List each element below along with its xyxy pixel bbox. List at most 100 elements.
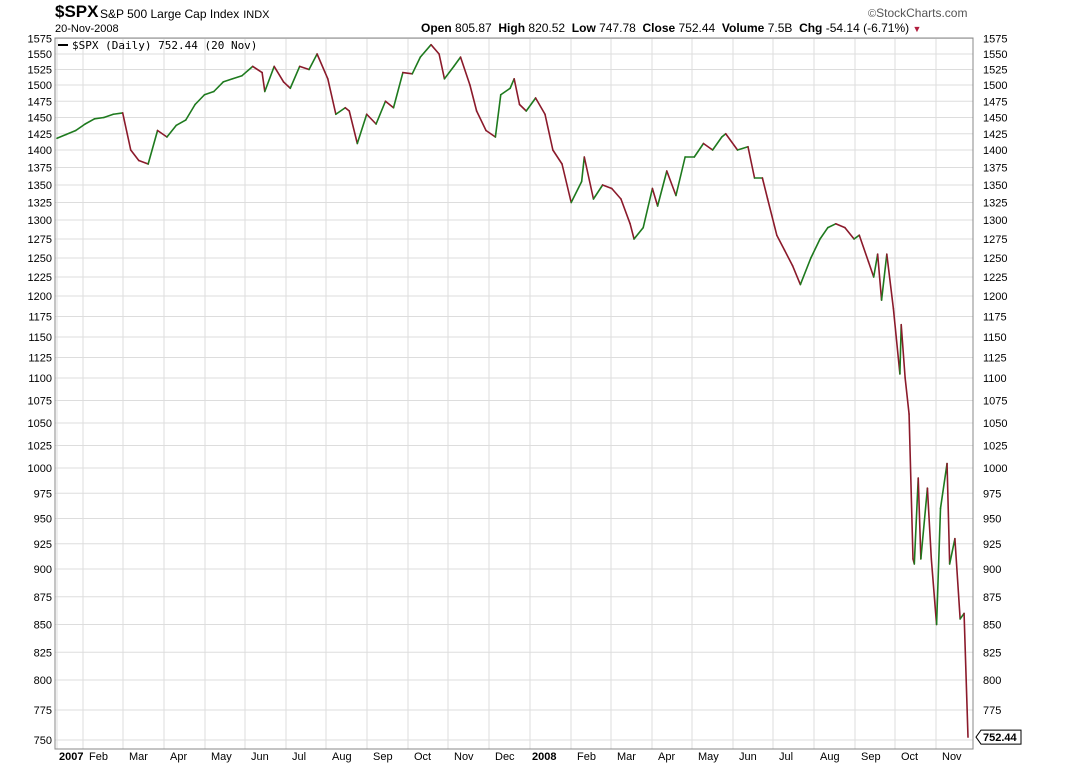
price-segment <box>213 81 225 93</box>
x-tick-label: Dec <box>495 751 515 763</box>
x-tick-label: Mar <box>129 751 148 763</box>
price-segment <box>166 124 178 138</box>
price-segment <box>775 234 786 252</box>
price-segment <box>84 118 96 125</box>
y-tick-label-right: 800 <box>983 675 1001 687</box>
y-tick-label-left: 1125 <box>28 353 52 365</box>
price-segment <box>908 413 914 560</box>
y-tick-label-right: 950 <box>983 514 1001 526</box>
down-triangle-icon: ▼ <box>912 24 922 34</box>
price-segment <box>620 198 631 225</box>
price-segment <box>853 234 861 240</box>
price-segment <box>525 97 537 112</box>
price-segment <box>411 56 422 75</box>
y-tick-label-right: 850 <box>983 620 1001 632</box>
y-tick-label-right: 1300 <box>983 215 1007 227</box>
y-tick-label-right: 1350 <box>983 180 1007 192</box>
price-segment <box>273 65 285 83</box>
price-segment <box>610 187 622 200</box>
y-tick-label-left: 825 <box>34 647 52 659</box>
price-segment <box>175 119 187 127</box>
price-segment <box>419 43 432 58</box>
price-segment <box>917 477 922 560</box>
y-tick-label-left: 1400 <box>28 145 52 157</box>
x-tick-label: 2008 <box>532 751 556 763</box>
price-segment <box>583 156 595 200</box>
price-segment <box>298 65 310 71</box>
x-tick-label: Nov <box>454 751 474 763</box>
x-tick-label: Jun <box>739 751 757 763</box>
y-tick-label-right: 1075 <box>983 396 1007 408</box>
price-segment <box>810 238 821 259</box>
price-segment <box>282 81 292 90</box>
y-tick-label-left: 1000 <box>28 463 52 475</box>
open-value: 805.87 <box>455 21 492 35</box>
x-tick-label: Feb <box>89 751 108 763</box>
price-segment <box>693 142 705 158</box>
x-axis: 2007 Feb Mar Apr May Jun Jul Aug Sep Oct Nov Dec 200… <box>59 751 962 763</box>
high-value: 820.52 <box>528 21 566 35</box>
y-tick-label-left: 750 <box>34 735 52 747</box>
x-tick-label: Mar <box>617 751 636 763</box>
y-tick-label-left: 1300 <box>28 215 52 227</box>
x-tick-label: Sep <box>861 751 881 763</box>
last-value-box <box>975 729 1022 745</box>
price-segment <box>251 65 263 74</box>
price-segment <box>665 170 677 197</box>
y-tick-label-right: 1450 <box>983 113 1007 125</box>
x-tick-label: Apr <box>170 751 187 763</box>
x-tick-label: Jul <box>292 751 306 763</box>
volume-label: Volume <box>721 21 765 35</box>
y-tick-label-left: 1425 <box>28 129 52 141</box>
y-tick-label-right: 775 <box>983 705 1001 717</box>
x-tick-label: Aug <box>332 751 352 763</box>
low-label: Low <box>571 21 596 35</box>
y-tick-label-right: 1050 <box>983 418 1007 430</box>
price-segment <box>264 65 275 93</box>
x-tick-label: May <box>698 751 719 763</box>
y-tick-label-left: 1350 <box>28 180 52 192</box>
price-segment <box>65 129 77 136</box>
x-tick-label: 2007 <box>59 751 83 763</box>
price-segment <box>601 184 613 190</box>
x-tick-label: Oct <box>414 751 431 763</box>
volume-value: 7.5B <box>767 21 793 35</box>
price-segment <box>459 56 471 86</box>
price-segment <box>900 323 906 379</box>
price-segment <box>642 187 654 229</box>
y-tick-label-right: 1150 <box>983 332 1007 344</box>
ticker-symbol: $SPX <box>55 2 99 21</box>
price-segment <box>194 93 206 106</box>
price-segment <box>656 170 668 207</box>
y-tick-label-right: 875 <box>983 592 1001 604</box>
price-segment <box>308 53 318 71</box>
price-segment <box>335 106 347 116</box>
price-segment <box>761 177 769 200</box>
price-segment <box>799 257 812 286</box>
price-segment <box>74 123 86 132</box>
y-tick-label-left: 1225 <box>28 272 52 284</box>
y-tick-label-left: 775 <box>34 705 52 717</box>
y-tick-label-right: 1250 <box>983 253 1007 265</box>
y-tick-label-left: 1050 <box>28 418 52 430</box>
y-tick-label-left: 1450 <box>28 113 52 125</box>
price-segment <box>384 100 395 109</box>
price-segment <box>858 234 870 263</box>
y-tick-label-right: 1325 <box>983 198 1007 210</box>
open-label: Open <box>421 21 452 35</box>
brand-link[interactable]: ©StockCharts.com <box>868 6 967 20</box>
price-segment <box>222 78 234 83</box>
plot-border <box>54 37 974 750</box>
price-segment <box>876 253 883 301</box>
price-segment <box>948 537 956 565</box>
price-segment <box>513 78 521 106</box>
x-tick-label: Apr <box>658 751 675 763</box>
y-tick-label-left: 950 <box>34 514 52 526</box>
price-segment <box>443 65 455 80</box>
price-segment <box>711 136 723 151</box>
y-tick-label-right: 1475 <box>983 96 1007 108</box>
price-segment <box>137 159 149 165</box>
y-tick-label-right: 1200 <box>983 291 1007 303</box>
price-segment <box>231 74 243 80</box>
close-value: 752.44 <box>678 21 716 35</box>
